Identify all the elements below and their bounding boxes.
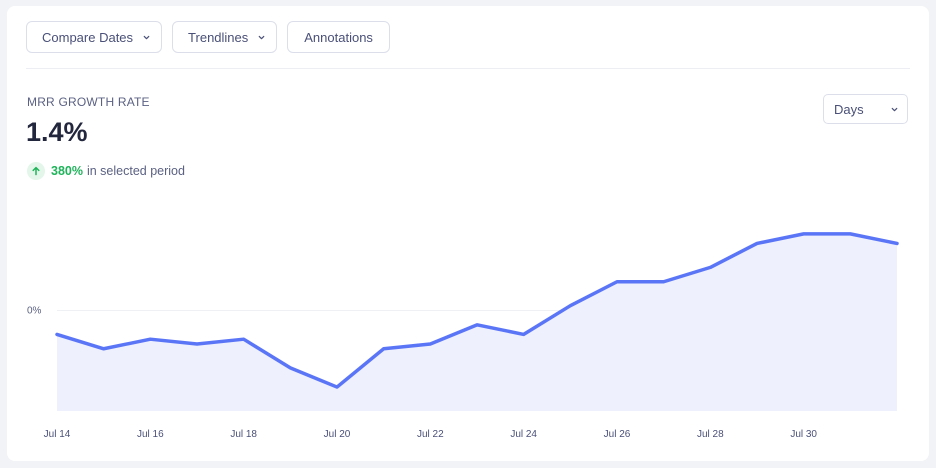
chart-card: Compare Dates Trendlines Annotations MRR… — [7, 6, 929, 461]
toolbar: Compare Dates Trendlines Annotations — [26, 21, 390, 53]
chevron-down-icon — [891, 107, 898, 111]
arrow-up-icon — [27, 162, 45, 180]
x-tick-label: Jul 30 — [790, 429, 817, 440]
chevron-down-icon — [143, 35, 150, 39]
metric-label: MRR GROWTH RATE — [27, 95, 150, 109]
change-percent: 380% — [51, 164, 83, 178]
x-tick-label: Jul 28 — [697, 429, 724, 440]
x-tick-label: Jul 26 — [604, 429, 631, 440]
x-tick-label: Jul 22 — [417, 429, 444, 440]
interval-select-value: Days — [834, 101, 864, 117]
x-tick-label: Jul 24 — [510, 429, 537, 440]
compare-dates-button[interactable]: Compare Dates — [26, 21, 163, 53]
change-text: in selected period — [86, 164, 185, 178]
trendlines-label: Trendlines — [188, 29, 249, 45]
x-tick-label: Jul 16 — [137, 429, 164, 440]
x-tick-label: Jul 20 — [324, 429, 351, 440]
annotations-button[interactable]: Annotations — [287, 21, 390, 53]
x-tick-label: Jul 14 — [44, 429, 71, 440]
trendlines-button[interactable]: Trendlines — [172, 21, 278, 53]
metric-value: 1.4% — [26, 117, 88, 147]
annotations-label: Annotations — [304, 29, 373, 45]
divider — [26, 68, 910, 69]
chevron-down-icon — [258, 35, 265, 39]
x-tick-label: Jul 18 — [230, 429, 257, 440]
series-line — [55, 232, 899, 389]
series-area — [57, 233, 897, 411]
interval-select[interactable]: Days — [823, 94, 908, 124]
y-tick-label: 0% — [27, 305, 42, 316]
compare-dates-label: Compare Dates — [42, 29, 134, 45]
change-summary: 380% in selected period — [27, 162, 185, 180]
mrr-growth-chart: 0% Jul 14 Jul 16 Jul 18 Jul 20 Jul 22 Jul 24 Ju… — [27, 232, 899, 440]
